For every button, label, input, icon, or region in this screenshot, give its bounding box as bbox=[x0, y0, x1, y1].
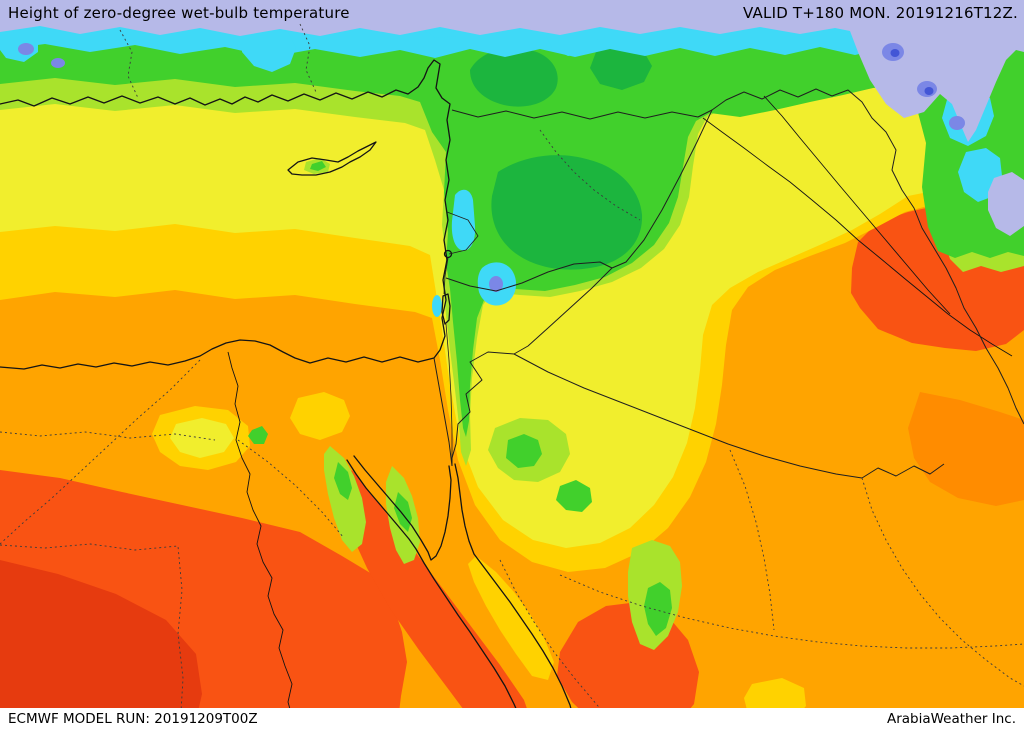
coastline-red-sea-east bbox=[454, 463, 577, 729]
contour-shape bbox=[0, 543, 184, 729]
contour-shape bbox=[489, 276, 503, 292]
river-layer bbox=[227, 95, 1013, 729]
contour-shape bbox=[988, 172, 1024, 236]
map-title: Height of zero-degree wet-bulb temperatu… bbox=[8, 4, 350, 22]
contour-layer-deep-orange bbox=[908, 392, 1024, 506]
border-syria-jordan bbox=[445, 261, 613, 292]
euphrates-river bbox=[702, 117, 1013, 357]
contour-shape bbox=[299, 23, 317, 93]
contour-shape bbox=[451, 189, 476, 251]
contour-shape bbox=[924, 87, 934, 95]
sea-of-galilee-outline bbox=[443, 249, 453, 259]
contour-shape bbox=[324, 446, 366, 552]
contour-shape bbox=[0, 0, 1024, 142]
contour-shape bbox=[908, 392, 1024, 506]
border-syria-iraq bbox=[611, 109, 713, 269]
contour-shape bbox=[18, 43, 34, 55]
contour-shape bbox=[499, 559, 619, 729]
contour-shape bbox=[394, 492, 412, 532]
contour-shape bbox=[248, 426, 268, 444]
contour-shape bbox=[556, 480, 592, 512]
contour-shape bbox=[51, 58, 65, 68]
contour-shape bbox=[729, 449, 775, 631]
nile-river bbox=[227, 351, 297, 729]
contour-shape bbox=[470, 48, 558, 107]
contour-shape bbox=[119, 29, 139, 99]
contour-shape bbox=[861, 477, 1024, 687]
contour-shape bbox=[506, 434, 542, 468]
contour-shape bbox=[290, 392, 350, 440]
contour-shape bbox=[338, 470, 534, 729]
contour-shape bbox=[491, 155, 643, 270]
border-jordan-saudi bbox=[451, 351, 515, 466]
contour-shape bbox=[0, 560, 202, 729]
coastline-layer bbox=[0, 59, 577, 729]
valid-time-label: VALID T+180 MON. 20191216T12Z. bbox=[743, 4, 1018, 22]
border-lebanon bbox=[446, 211, 479, 255]
contour-shape bbox=[468, 556, 554, 680]
dead-sea-outline bbox=[441, 293, 451, 325]
coastline-sinai bbox=[353, 455, 452, 561]
contour-shape bbox=[559, 574, 1024, 649]
border-iraq-saudi bbox=[513, 353, 945, 479]
border-turkey-syria-iraq bbox=[451, 88, 1024, 425]
tigris-river bbox=[763, 95, 951, 315]
admin-boundary-layer bbox=[0, 23, 1024, 729]
contour-shape bbox=[310, 161, 326, 171]
contour-shape bbox=[949, 116, 965, 130]
contour-shape bbox=[432, 295, 442, 317]
contour-shape bbox=[242, 26, 296, 72]
coastline-red-sea-west bbox=[346, 459, 525, 729]
contour-layer-dark-green bbox=[470, 46, 652, 270]
contour-shape bbox=[334, 462, 352, 500]
border-israel-jordan bbox=[443, 257, 453, 466]
model-run-label: ECMWF MODEL RUN: 20191209T00Z bbox=[8, 710, 258, 727]
contour-shape bbox=[644, 582, 672, 636]
coastline-cyprus bbox=[287, 141, 377, 176]
footer-bar: ECMWF MODEL RUN: 20191209T00Z ArabiaWeat… bbox=[0, 708, 1024, 729]
contour-layer-lavender bbox=[0, 0, 1024, 236]
contour-layer-red-core bbox=[0, 560, 202, 729]
contour-shape bbox=[170, 418, 234, 458]
contour-shape bbox=[0, 359, 201, 545]
coastline-mediterranean bbox=[0, 59, 451, 370]
contour-layer-navy bbox=[890, 49, 934, 95]
border-egypt-israel bbox=[433, 357, 453, 467]
attribution-label: ArabiaWeather Inc. bbox=[886, 710, 1016, 727]
border-jordan-iraq bbox=[513, 267, 613, 355]
contour-shape bbox=[590, 46, 652, 90]
contour-shape bbox=[890, 49, 900, 57]
border-layer bbox=[433, 88, 1024, 479]
